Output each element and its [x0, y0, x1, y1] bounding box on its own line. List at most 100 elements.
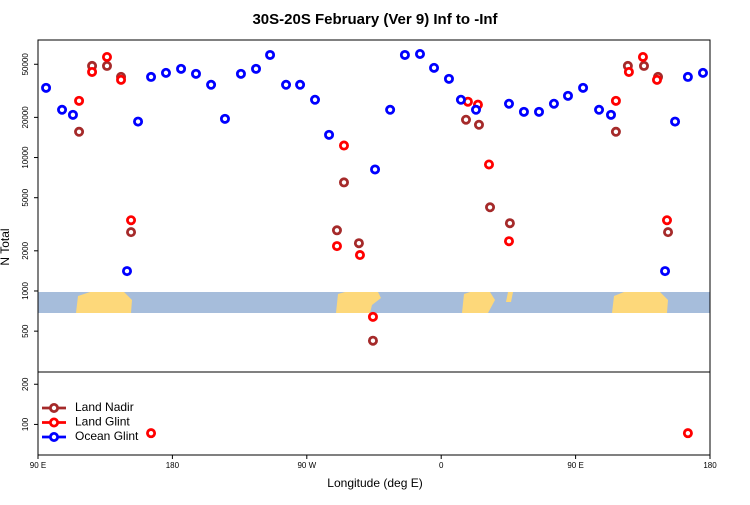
point [562, 90, 573, 101]
point [503, 236, 514, 247]
y-tick-label: 50000 [21, 53, 30, 76]
point [295, 79, 306, 90]
point [122, 266, 133, 277]
point [57, 104, 68, 115]
point [367, 335, 378, 346]
x-tick-label: 180 [166, 461, 180, 470]
point [116, 74, 127, 85]
point [663, 227, 674, 238]
point [518, 106, 529, 117]
point [637, 51, 648, 62]
point [473, 119, 484, 130]
point [697, 67, 708, 78]
point [651, 74, 662, 85]
point [682, 428, 693, 439]
x-tick-label: 90 E [567, 461, 583, 470]
point [670, 116, 681, 127]
map-strip [38, 292, 710, 313]
point [338, 140, 349, 151]
y-tick-label: 20000 [21, 106, 30, 129]
point [281, 79, 292, 90]
point [414, 48, 425, 59]
land-shape [76, 292, 132, 313]
y-axis-label: N Total [0, 228, 12, 265]
point [265, 49, 276, 60]
point [74, 126, 85, 137]
point [682, 71, 693, 82]
y-tick-label: 200 [21, 377, 30, 391]
x-axis-label: Longitude (deg E) [327, 476, 422, 490]
point [206, 79, 217, 90]
point [126, 215, 137, 226]
point [623, 66, 634, 77]
y-tick-label: 2000 [21, 241, 30, 259]
point [534, 106, 545, 117]
point [101, 60, 112, 71]
point [219, 113, 230, 124]
point [160, 67, 171, 78]
y-tick-label: 100 [21, 417, 30, 431]
chart-title: 30S-20S February (Ver 9) Inf to -Inf [252, 11, 498, 28]
y-tick-label: 5000 [21, 188, 30, 206]
x-tick-label: 90 E [30, 461, 46, 470]
point [429, 62, 440, 73]
point [353, 238, 364, 249]
point [638, 60, 649, 71]
point [67, 109, 78, 120]
point [74, 95, 85, 106]
legend-marker [49, 417, 60, 428]
legend-marker [49, 431, 60, 442]
x-tick-label: 180 [703, 461, 717, 470]
legend-label: Land Glint [75, 415, 130, 429]
legend-label: Land Nadir [75, 400, 134, 414]
point [455, 94, 466, 105]
y-tick-label: 500 [21, 324, 30, 338]
point [661, 215, 672, 226]
point [146, 71, 157, 82]
point [41, 82, 52, 93]
point [385, 104, 396, 115]
point [503, 98, 514, 109]
point [87, 66, 98, 77]
point [331, 241, 342, 252]
point [190, 68, 201, 79]
land-shape [612, 292, 668, 313]
legend-label: Ocean Glint [75, 429, 139, 443]
point [331, 225, 342, 236]
point [605, 109, 616, 120]
land-shape [506, 292, 513, 302]
point [610, 126, 621, 137]
point [310, 94, 321, 105]
point [251, 63, 262, 74]
point [101, 51, 112, 62]
point [338, 177, 349, 188]
point [399, 49, 410, 60]
y-tick-label: 1000 [21, 282, 30, 300]
point [483, 159, 494, 170]
point [176, 63, 187, 74]
point [443, 73, 454, 84]
point [367, 311, 378, 322]
y-tick-label: 10000 [21, 146, 30, 169]
point [133, 116, 144, 127]
point [610, 95, 621, 106]
point [578, 82, 589, 93]
land-shape [336, 292, 381, 313]
point [126, 227, 137, 238]
point [235, 68, 246, 79]
point [370, 164, 381, 175]
legend-marker [49, 402, 60, 413]
x-tick-label: 0 [439, 461, 444, 470]
point [485, 202, 496, 213]
plot-frame [37, 39, 711, 456]
point [504, 218, 515, 229]
land-shape [462, 292, 495, 313]
point [548, 98, 559, 109]
point [146, 428, 157, 439]
point [460, 114, 471, 125]
point [470, 104, 481, 115]
x-tick-label: 90 W [297, 461, 316, 470]
point [660, 266, 671, 277]
point [594, 104, 605, 115]
